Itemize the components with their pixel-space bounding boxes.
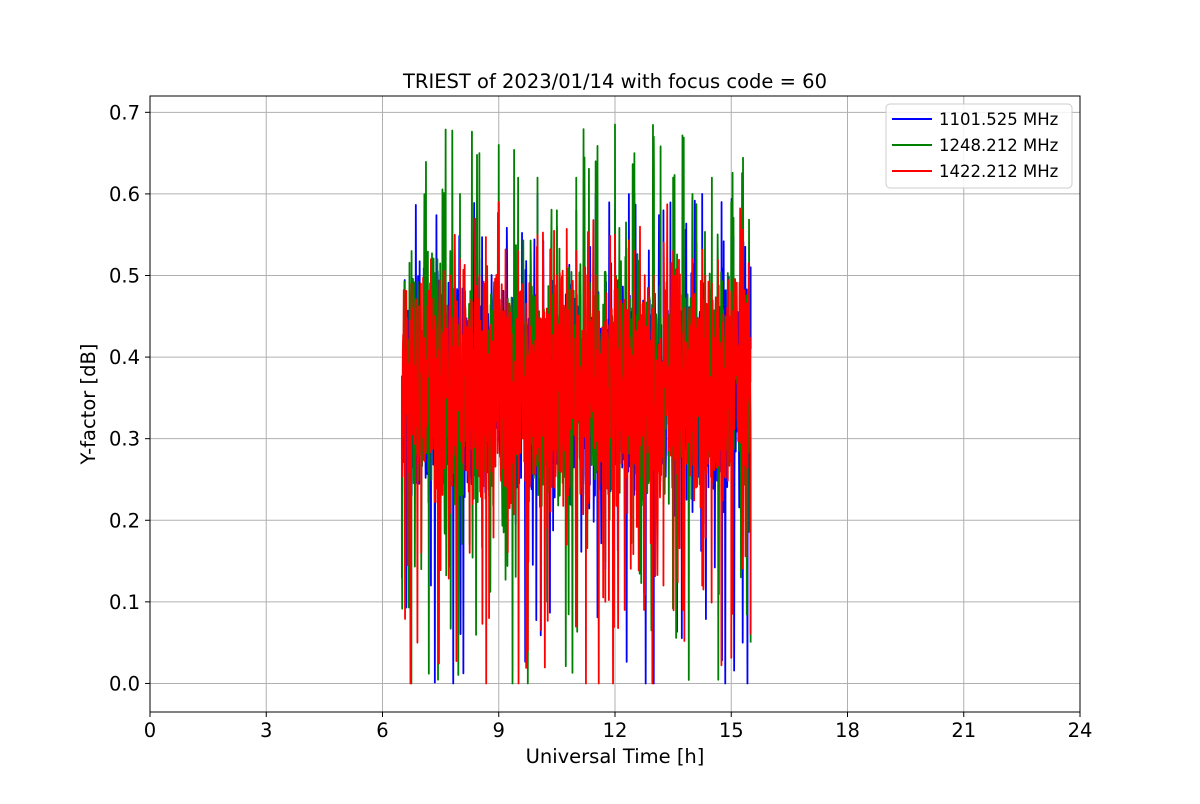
x-tick-label: 24: [1068, 719, 1093, 742]
y-tick-label: 0.0: [109, 672, 140, 695]
x-tick-label: 18: [835, 719, 860, 742]
x-axis: 0 3 6 9 12 15 18 21 24: [144, 712, 1093, 742]
legend-entry: 1101.525 MHz: [939, 110, 1058, 129]
x-tick-label: 6: [376, 719, 388, 742]
chart-title: TRIEST of 2023/01/14 with focus code = 6…: [402, 70, 827, 93]
y-tick-label: 0.6: [109, 183, 140, 206]
legend-entry: 1248.212 MHz: [939, 136, 1058, 155]
x-tick-label: 0: [144, 719, 156, 742]
plot-area: [400, 123, 752, 685]
x-tick-label: 15: [719, 719, 744, 742]
x-tick-label: 3: [260, 719, 272, 742]
legend-entry: 1422.212 MHz: [939, 162, 1058, 181]
y-axis-label: Y-factor [dB]: [77, 344, 100, 466]
x-tick-label: 21: [951, 719, 976, 742]
legend: 1101.525 MHz 1248.212 MHz 1422.212 MHz: [885, 103, 1073, 189]
y-tick-label: 0.2: [109, 509, 140, 532]
x-tick-label: 9: [493, 719, 505, 742]
series-line-3: [400, 201, 752, 685]
y-tick-label: 0.4: [109, 346, 140, 369]
y-tick-label: 0.1: [109, 591, 140, 614]
y-tick-label: 0.3: [109, 428, 140, 451]
x-tick-label: 12: [603, 719, 628, 742]
legend-box: [885, 103, 1073, 189]
y-tick-label: 0.7: [109, 101, 140, 124]
x-axis-label: Universal Time [h]: [526, 745, 705, 768]
y-tick-label: 0.5: [109, 264, 140, 287]
y-axis: 0.0 0.1 0.2 0.3 0.4 0.5 0.6 0.7: [109, 101, 150, 695]
